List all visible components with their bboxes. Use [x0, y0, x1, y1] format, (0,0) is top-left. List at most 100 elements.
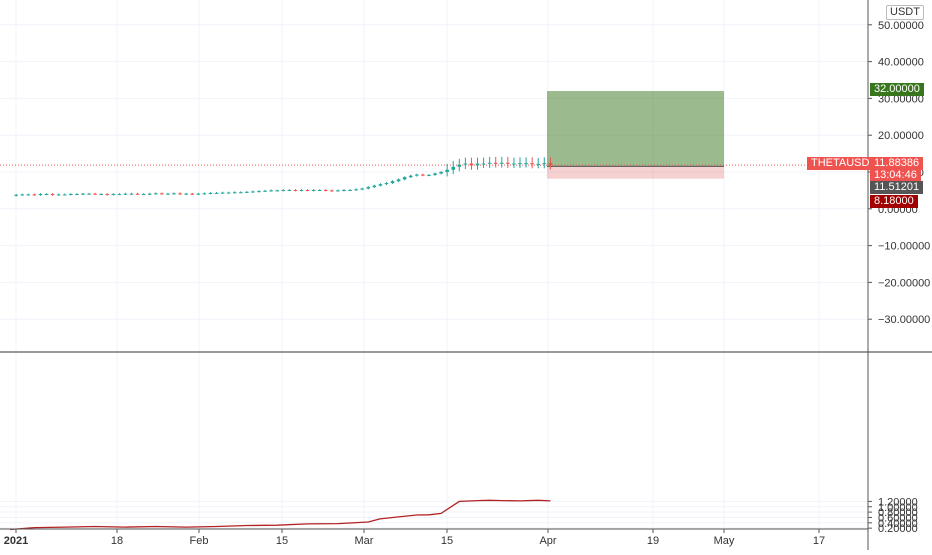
- candle[interactable]: [245, 190, 249, 194]
- candle-series[interactable]: [14, 156, 553, 197]
- candle[interactable]: [317, 189, 322, 192]
- candle[interactable]: [166, 192, 170, 195]
- candle[interactable]: [360, 187, 364, 191]
- candle[interactable]: [439, 171, 443, 175]
- candle[interactable]: [305, 189, 310, 192]
- candle[interactable]: [32, 193, 37, 196]
- candle[interactable]: [542, 157, 547, 169]
- candle[interactable]: [548, 157, 553, 170]
- candle[interactable]: [214, 192, 219, 194]
- candle[interactable]: [196, 192, 201, 195]
- candle[interactable]: [481, 157, 486, 168]
- symbol-tag[interactable]: THETAUSDT: [807, 157, 881, 170]
- candle[interactable]: [202, 192, 207, 195]
- candle[interactable]: [354, 188, 358, 191]
- candle[interactable]: [135, 192, 140, 195]
- candle[interactable]: [190, 192, 195, 195]
- candle[interactable]: [172, 192, 176, 195]
- candle[interactable]: [415, 173, 419, 177]
- candle[interactable]: [93, 192, 97, 195]
- candle[interactable]: [99, 193, 103, 196]
- candle[interactable]: [463, 157, 468, 170]
- candle[interactable]: [366, 186, 371, 190]
- candle[interactable]: [226, 191, 231, 194]
- candle[interactable]: [26, 193, 31, 196]
- candle[interactable]: [457, 158, 462, 172]
- candle[interactable]: [451, 160, 456, 175]
- candle[interactable]: [342, 189, 346, 192]
- candle[interactable]: [390, 180, 395, 184]
- candle[interactable]: [123, 192, 128, 195]
- candle[interactable]: [129, 192, 134, 195]
- candle[interactable]: [160, 192, 164, 195]
- candle[interactable]: [323, 189, 328, 192]
- candle[interactable]: [269, 189, 273, 192]
- candle[interactable]: [38, 193, 43, 196]
- position-tool[interactable]: [547, 91, 724, 179]
- candle[interactable]: [499, 156, 504, 168]
- candle[interactable]: [372, 184, 377, 189]
- candle[interactable]: [487, 156, 492, 168]
- candle[interactable]: [530, 157, 534, 169]
- candle[interactable]: [263, 189, 267, 193]
- candle[interactable]: [378, 183, 383, 187]
- candle-body: [445, 169, 449, 172]
- candle[interactable]: [433, 172, 437, 176]
- candle[interactable]: [20, 193, 25, 196]
- candle[interactable]: [493, 156, 498, 168]
- candle[interactable]: [384, 182, 389, 186]
- candle[interactable]: [111, 193, 116, 196]
- candle[interactable]: [299, 189, 304, 192]
- candle[interactable]: [348, 189, 352, 192]
- candle[interactable]: [427, 174, 431, 177]
- candle[interactable]: [330, 189, 334, 192]
- candle[interactable]: [69, 193, 73, 196]
- candle[interactable]: [56, 193, 61, 196]
- candle[interactable]: [147, 192, 152, 195]
- candle[interactable]: [220, 191, 225, 194]
- candle[interactable]: [257, 190, 261, 193]
- candle[interactable]: [44, 193, 49, 196]
- candle[interactable]: [105, 193, 110, 196]
- candle[interactable]: [208, 192, 213, 195]
- candle[interactable]: [336, 189, 340, 192]
- candle[interactable]: [311, 189, 316, 192]
- candle[interactable]: [232, 191, 237, 194]
- candle[interactable]: [238, 191, 243, 194]
- currency-label[interactable]: USDT: [886, 5, 924, 20]
- candle[interactable]: [154, 192, 158, 195]
- candle[interactable]: [50, 193, 55, 196]
- candle[interactable]: [87, 192, 91, 195]
- candle[interactable]: [396, 178, 401, 183]
- loss-zone[interactable]: [547, 166, 724, 179]
- candle[interactable]: [75, 193, 79, 196]
- candle[interactable]: [524, 157, 528, 168]
- candle[interactable]: [536, 158, 541, 169]
- candle[interactable]: [141, 193, 146, 196]
- candle[interactable]: [275, 189, 279, 192]
- candle[interactable]: [402, 176, 407, 181]
- candle[interactable]: [287, 189, 292, 192]
- profit-zone[interactable]: [547, 91, 724, 167]
- candle[interactable]: [62, 193, 67, 196]
- candle[interactable]: [81, 192, 85, 195]
- candle[interactable]: [178, 192, 182, 195]
- candle[interactable]: [14, 193, 18, 197]
- candle[interactable]: [506, 156, 510, 168]
- candle[interactable]: [251, 190, 255, 193]
- candle[interactable]: [512, 157, 516, 168]
- indicator-series[interactable]: [10, 499, 551, 531]
- indicator-line[interactable]: [10, 499, 551, 531]
- candle[interactable]: [408, 174, 413, 179]
- candle[interactable]: [117, 193, 122, 196]
- candle[interactable]: [293, 189, 298, 192]
- candle[interactable]: [518, 157, 522, 168]
- candle[interactable]: [421, 173, 425, 177]
- candle[interactable]: [445, 163, 449, 177]
- candle[interactable]: [469, 157, 474, 170]
- candle[interactable]: [281, 189, 286, 192]
- candle[interactable]: [475, 157, 480, 170]
- candle[interactable]: [184, 192, 188, 195]
